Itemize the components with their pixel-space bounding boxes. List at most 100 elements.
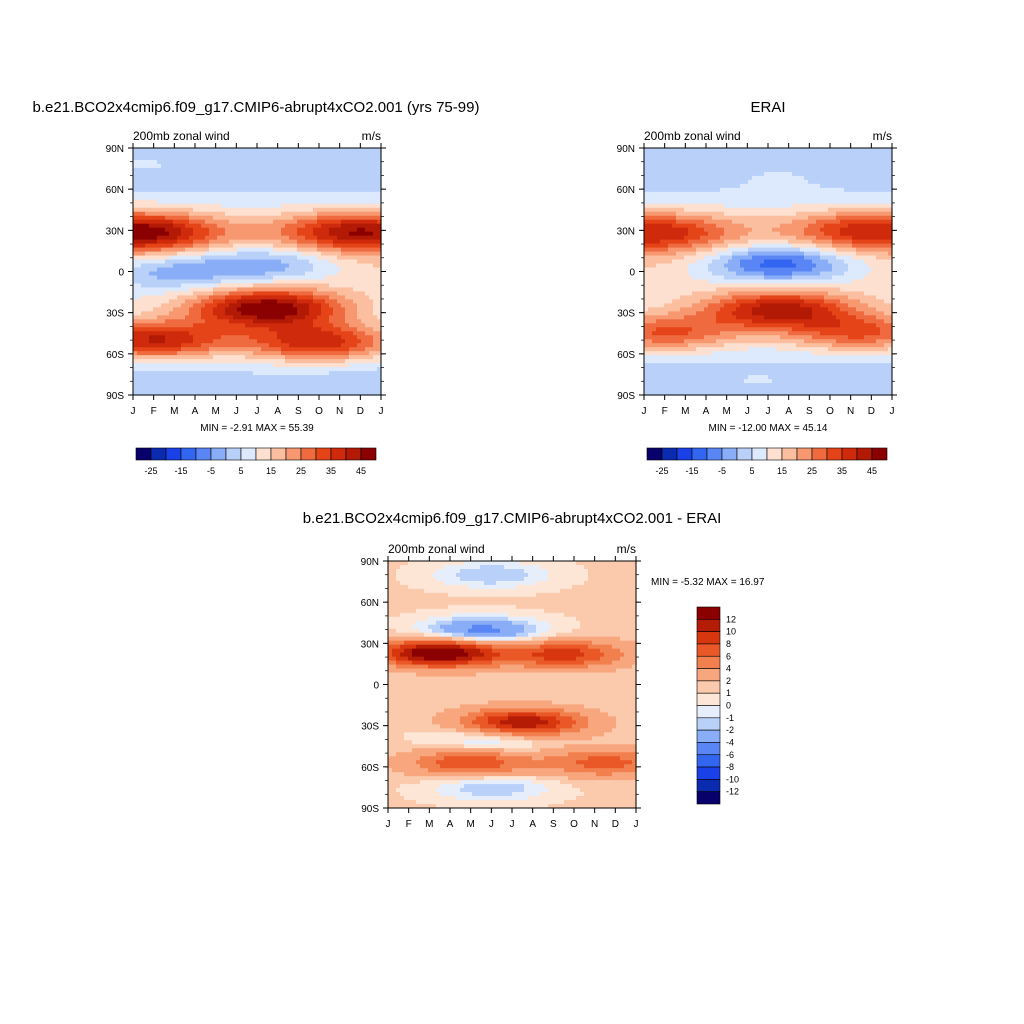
field-cell bbox=[149, 183, 154, 189]
field-cell bbox=[668, 359, 673, 364]
field-cell bbox=[165, 239, 170, 245]
field-cell bbox=[345, 279, 350, 285]
field-cell bbox=[157, 167, 162, 173]
field-cell bbox=[329, 179, 334, 185]
field-cell bbox=[664, 187, 669, 193]
field-cell bbox=[656, 367, 661, 372]
field-cell bbox=[185, 379, 190, 384]
x-tick-label: A bbox=[192, 406, 199, 417]
field-cell bbox=[664, 323, 669, 328]
field-cell bbox=[680, 159, 685, 165]
field-cell bbox=[289, 199, 294, 205]
field-cell bbox=[692, 175, 697, 181]
field-cell bbox=[229, 163, 234, 169]
field-cell bbox=[141, 319, 146, 324]
field-cell bbox=[145, 391, 150, 396]
field-cell bbox=[221, 171, 226, 177]
field-cell bbox=[157, 287, 162, 293]
field-cell bbox=[173, 203, 178, 209]
field-cell bbox=[165, 251, 170, 257]
field-cell bbox=[273, 263, 278, 269]
field-cell bbox=[209, 275, 214, 281]
field-cell bbox=[237, 339, 242, 344]
field-cell bbox=[289, 223, 294, 229]
field-cell bbox=[189, 331, 194, 336]
field-cell bbox=[297, 307, 302, 312]
field-cell bbox=[169, 247, 174, 253]
field-cell bbox=[345, 255, 350, 261]
field-cell bbox=[181, 223, 186, 229]
field-cell bbox=[297, 279, 302, 285]
field-cell bbox=[281, 199, 286, 205]
field-cell bbox=[249, 255, 254, 261]
field-cell bbox=[668, 167, 673, 173]
field-cell bbox=[273, 219, 278, 225]
field-cell bbox=[261, 391, 266, 396]
field-cell bbox=[704, 207, 709, 213]
field-cell bbox=[173, 223, 178, 229]
field-cell bbox=[133, 391, 138, 396]
field-cell bbox=[201, 291, 206, 296]
field-cell bbox=[704, 259, 709, 265]
field-cell bbox=[680, 331, 685, 336]
field-cell bbox=[165, 223, 170, 229]
field-cell bbox=[373, 339, 378, 344]
field-cell bbox=[357, 163, 362, 169]
field-cell bbox=[672, 211, 677, 217]
field-cell bbox=[341, 347, 346, 352]
field-cell bbox=[341, 327, 346, 332]
field-cell bbox=[668, 251, 673, 257]
field-cell bbox=[648, 315, 653, 320]
x-tick-label: S bbox=[295, 406, 302, 417]
field-cell bbox=[301, 259, 306, 265]
field-cell bbox=[672, 299, 677, 304]
field-cell bbox=[656, 311, 661, 316]
field-cell bbox=[708, 199, 713, 205]
field-cell bbox=[221, 155, 226, 161]
field-cell bbox=[245, 167, 250, 173]
field-cell bbox=[265, 251, 270, 257]
field-cell bbox=[137, 263, 142, 269]
field-cell bbox=[684, 203, 689, 209]
field-cell bbox=[261, 207, 266, 213]
field-cell bbox=[293, 307, 298, 312]
field-cell bbox=[321, 327, 326, 332]
field-cell bbox=[153, 255, 158, 261]
field-cell bbox=[157, 183, 162, 189]
field-cell bbox=[341, 343, 346, 348]
field-cell bbox=[708, 231, 713, 237]
field-cell bbox=[205, 287, 210, 293]
field-cell bbox=[177, 231, 182, 237]
field-cell bbox=[173, 303, 178, 308]
field-cell bbox=[688, 331, 693, 336]
field-cell bbox=[193, 183, 198, 189]
field-cell bbox=[249, 195, 254, 201]
field-cell bbox=[700, 291, 705, 296]
field-cell bbox=[265, 175, 270, 181]
field-cell bbox=[233, 211, 238, 217]
field-cell bbox=[165, 271, 170, 277]
field-cell bbox=[652, 371, 657, 376]
field-cell bbox=[249, 219, 254, 225]
field-cell bbox=[289, 235, 294, 241]
field-cell bbox=[337, 187, 342, 193]
field-cell bbox=[253, 347, 258, 352]
field-cell bbox=[357, 247, 362, 253]
field-cell bbox=[692, 323, 697, 328]
field-cell bbox=[644, 155, 649, 161]
field-cell bbox=[253, 223, 258, 229]
field-cell bbox=[668, 155, 673, 161]
field-cell bbox=[373, 275, 378, 281]
field-cell bbox=[668, 315, 673, 320]
field-cell bbox=[205, 231, 210, 237]
field-cell bbox=[157, 291, 162, 296]
field-cell bbox=[165, 235, 170, 241]
field-cell bbox=[301, 191, 306, 197]
field-cell bbox=[265, 343, 270, 348]
field-cell bbox=[692, 211, 697, 217]
field-cell bbox=[317, 235, 322, 241]
field-cell bbox=[137, 171, 142, 177]
field-cell bbox=[277, 263, 282, 269]
field-cell bbox=[165, 267, 170, 273]
field-cell bbox=[676, 211, 681, 217]
